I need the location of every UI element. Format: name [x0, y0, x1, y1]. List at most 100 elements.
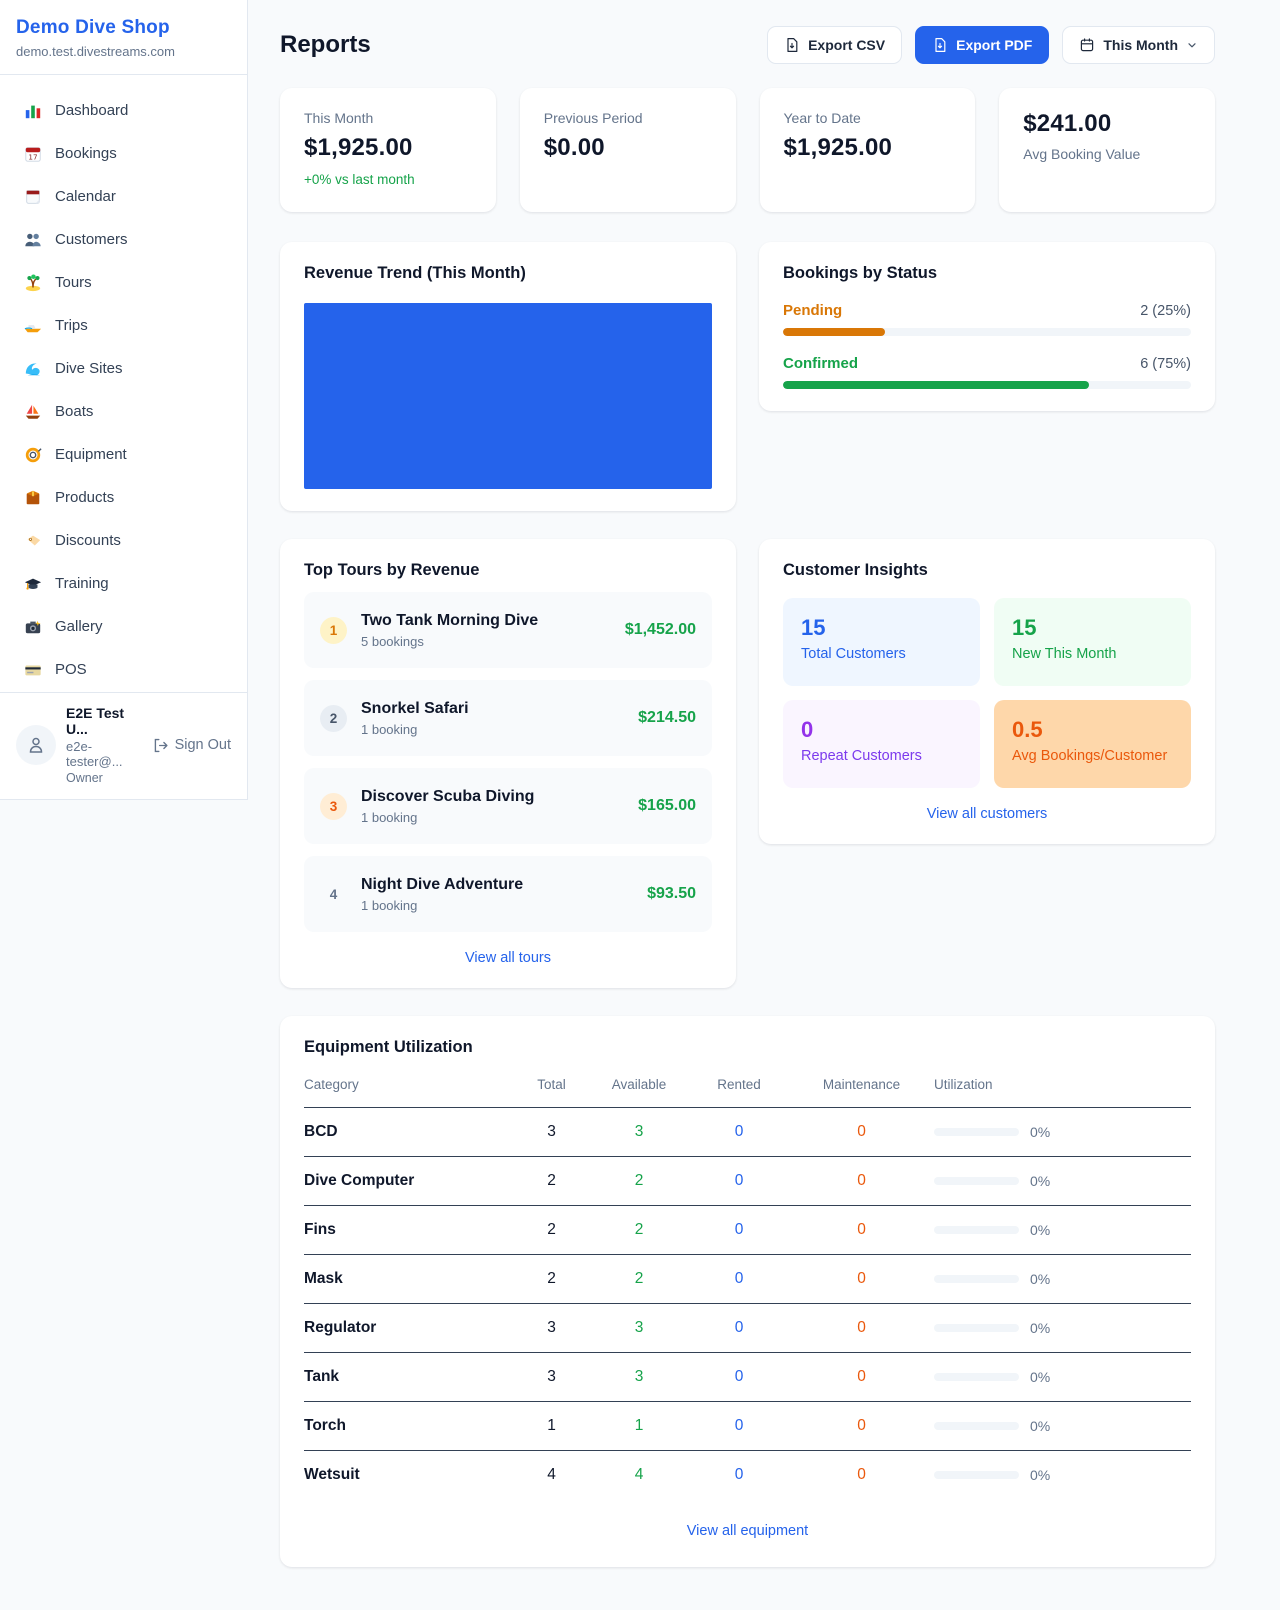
cell-total: 2	[514, 1156, 589, 1206]
col-header-utilization: Utilization	[934, 1071, 1191, 1108]
table-row: Fins 2 2 0 0 0%	[304, 1205, 1191, 1255]
table-row: Torch 1 1 0 0 0%	[304, 1401, 1191, 1451]
avatar	[16, 725, 56, 765]
sidebar-item-bookings[interactable]: 17 Bookings	[12, 132, 235, 175]
stats-row: This Month $1,925.00 +0% vs last month P…	[280, 88, 1215, 212]
sidebar-item-discounts[interactable]: Discounts	[12, 519, 235, 562]
logout-icon	[154, 738, 168, 752]
cell-maintenance: 0	[789, 1352, 934, 1402]
file-download-icon	[935, 38, 946, 52]
camera-icon	[24, 618, 42, 636]
main-content: Reports Export CSV Export PDF This Month…	[248, 0, 1280, 1607]
equipment-table: Category Total Available Rented Maintena…	[304, 1071, 1191, 1499]
island-icon	[24, 273, 42, 292]
col-header-total: Total	[514, 1071, 589, 1108]
sidebar-item-label: Training	[55, 575, 109, 592]
svg-text:17: 17	[28, 152, 37, 161]
brand-name: Demo Dive Shop	[16, 17, 170, 38]
sidebar-item-calendar[interactable]: Calendar	[12, 175, 235, 218]
equipment-utilization-card: Equipment Utilization Category Total Ava…	[280, 1016, 1215, 1567]
cell-category: Fins	[304, 1205, 514, 1255]
sidebar-item-boats[interactable]: Boats	[12, 390, 235, 433]
calendar-17-icon: 17	[24, 145, 42, 163]
sidebar-item-trips[interactable]: Trips	[12, 304, 235, 347]
customer-insights-card: Customer Insights 15 Total Customers 15 …	[759, 539, 1215, 844]
stat-card-previous-period: Previous Period $0.00	[519, 88, 736, 212]
table-header-row: Category Total Available Rented Maintena…	[304, 1071, 1191, 1108]
period-dropdown[interactable]: This Month	[1062, 26, 1215, 64]
utilization-cell: 0%	[934, 1271, 1191, 1287]
utilization-cell: 0%	[934, 1418, 1191, 1434]
insights-row: Top Tours by Revenue 1 Two Tank Morning …	[280, 539, 1215, 988]
cell-available: 1	[589, 1401, 689, 1451]
tour-bookings: 1 booking	[361, 721, 418, 737]
cell-maintenance: 0	[789, 1156, 934, 1206]
utilization-cell: 0%	[934, 1173, 1191, 1189]
insight-label: Total Customers	[801, 646, 906, 662]
utilization-cell: 0%	[934, 1124, 1191, 1140]
sidebar-item-equipment[interactable]: Equipment	[12, 433, 235, 476]
header-actions: Export CSV Export PDF This Month	[767, 26, 1215, 64]
sidebar-item-products[interactable]: Products	[12, 476, 235, 519]
top-tours-title: Top Tours by Revenue	[304, 561, 480, 579]
cell-rented: 0	[689, 1107, 789, 1157]
cell-total: 3	[514, 1352, 589, 1402]
revenue-trend-card: Revenue Trend (This Month)	[280, 242, 736, 511]
status-item-confirmed: Confirmed 6 (75%)	[783, 355, 1191, 389]
tour-row: 2 Snorkel Safari 1 booking $214.50	[304, 680, 712, 756]
page-title: Reports	[280, 31, 371, 58]
sidebar-item-dive-sites[interactable]: Dive Sites	[12, 347, 235, 390]
utilization-cell: 0%	[934, 1222, 1191, 1238]
cell-rented: 0	[689, 1254, 789, 1304]
cell-available: 3	[589, 1107, 689, 1157]
sidebar: Demo Dive Shop demo.test.divestreams.com…	[0, 0, 248, 800]
view-all-equipment-link[interactable]: View all equipment	[686, 1523, 809, 1539]
insight-value: 15	[1012, 615, 1037, 640]
cell-maintenance: 0	[789, 1107, 934, 1157]
cell-maintenance: 0	[789, 1303, 934, 1353]
insight-value: 0.5	[1012, 717, 1043, 742]
export-csv-button[interactable]: Export CSV	[767, 26, 903, 64]
tear-calendar-icon	[24, 188, 42, 206]
cell-available: 2	[589, 1156, 689, 1206]
view-all-customers-link[interactable]: View all customers	[926, 806, 1048, 822]
cell-available: 2	[589, 1205, 689, 1255]
period-label: This Month	[1103, 37, 1178, 53]
table-row: Mask 2 2 0 0 0%	[304, 1254, 1191, 1304]
tour-amount: $93.50	[647, 885, 696, 902]
insight-label: Repeat Customers	[801, 748, 922, 764]
tour-name: Snorkel Safari	[361, 699, 469, 717]
sidebar-item-pos[interactable]: POS	[12, 648, 235, 691]
cell-category: Regulator	[304, 1303, 514, 1353]
cell-total: 3	[514, 1303, 589, 1353]
view-all-tours-link[interactable]: View all tours	[465, 950, 551, 966]
page-header: Reports Export CSV Export PDF This Month	[280, 26, 1215, 64]
brand-block: Demo Dive Shop demo.test.divestreams.com	[0, 0, 247, 75]
bookings-by-status-card: Bookings by Status Pending 2 (25%) Confi…	[759, 242, 1215, 411]
user-panel: E2E Test U... e2e-tester@... Owner Sign …	[0, 692, 247, 799]
cell-maintenance: 0	[857, 1466, 866, 1483]
tour-bookings: 1 booking	[361, 897, 418, 913]
insight-value: 15	[801, 615, 826, 640]
person-icon	[29, 737, 43, 753]
cell-category: Tank	[304, 1352, 514, 1402]
sidebar-item-training[interactable]: Training	[12, 562, 235, 605]
sidebar-item-label: Tours	[55, 274, 92, 291]
sidebar-item-label: Products	[55, 489, 115, 506]
sign-out-button[interactable]: Sign Out	[152, 737, 231, 754]
insight-tile-repeat-customers: 0 Repeat Customers	[783, 700, 980, 788]
sidebar-item-gallery[interactable]: Gallery	[12, 605, 235, 648]
tour-name: Discover Scuba Diving	[361, 787, 535, 805]
bookings-by-status-title: Bookings by Status	[783, 264, 938, 282]
sidebar-item-dashboard[interactable]: Dashboard	[12, 89, 235, 132]
people-icon	[24, 231, 42, 249]
insight-tile-total-customers: 15 Total Customers	[783, 598, 980, 686]
status-bar-track	[783, 381, 1191, 389]
revenue-trend-title: Revenue Trend (This Month)	[304, 264, 526, 282]
export-pdf-button[interactable]: Export PDF	[915, 26, 1050, 64]
export-csv-label: Export CSV	[808, 37, 886, 53]
insight-value: 0	[801, 717, 814, 742]
tour-amount: $165.00	[638, 797, 696, 814]
sidebar-item-customers[interactable]: Customers	[12, 218, 235, 261]
sidebar-item-tours[interactable]: Tours	[12, 261, 235, 304]
